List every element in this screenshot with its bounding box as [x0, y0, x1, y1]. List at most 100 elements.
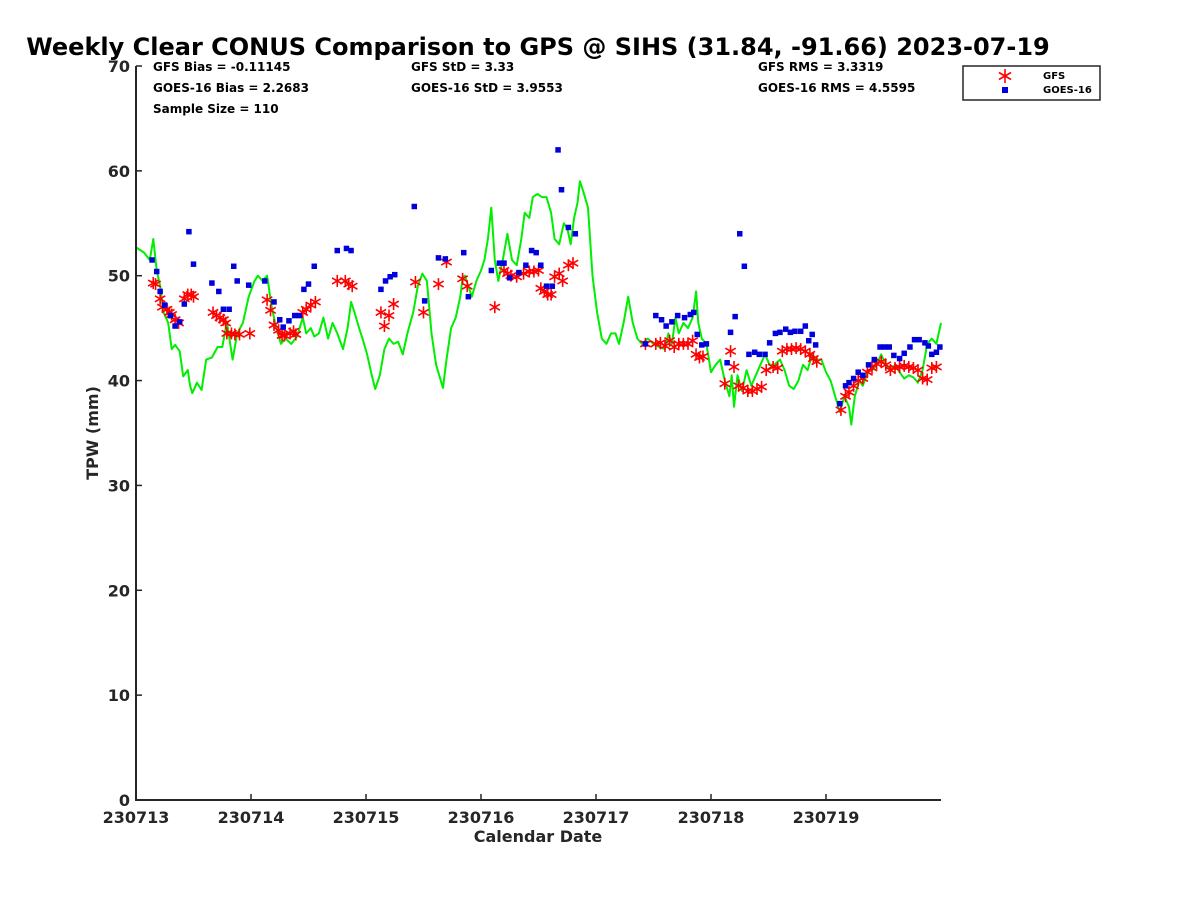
gfs-point	[290, 328, 302, 341]
gfs-point	[309, 295, 321, 308]
goes-point	[925, 343, 932, 349]
gfs-point	[383, 309, 395, 322]
gfs-point	[154, 292, 166, 305]
legend-goes-square	[1002, 87, 1008, 93]
gfs-point	[378, 320, 390, 333]
y-axis-label: TPW (mm)	[83, 386, 102, 480]
goes-point	[296, 312, 303, 319]
goes-point	[860, 372, 866, 379]
goes-point	[543, 283, 550, 289]
goes-point	[766, 340, 773, 346]
goes-point	[865, 362, 872, 368]
goes-point	[378, 286, 384, 293]
goes-point	[234, 278, 240, 284]
goes-point	[461, 249, 467, 256]
goes-point	[558, 186, 565, 193]
gfs-point	[781, 343, 793, 356]
x-tick-label: 230715	[333, 808, 400, 827]
gfs-point	[346, 280, 358, 293]
legend-gfs-asterisk	[998, 69, 1012, 83]
goes-point	[737, 231, 743, 237]
goes-point	[751, 349, 758, 356]
goes-point	[642, 341, 649, 347]
goes-point	[663, 323, 669, 329]
legend: GFS GOES-16	[962, 65, 1101, 101]
goes-point	[703, 341, 710, 347]
goes-point	[809, 331, 815, 338]
goes-point	[190, 261, 197, 267]
goes-point	[549, 283, 556, 289]
goes-point	[555, 147, 561, 153]
goes-marker-layer	[149, 147, 943, 407]
x-tick-label: 230717	[563, 808, 630, 827]
goes-point	[787, 329, 794, 336]
series-line-layer	[135, 180, 942, 426]
y-tick-label: 70	[108, 57, 130, 76]
goes-point	[687, 311, 694, 318]
goes-point	[348, 247, 354, 254]
goes-point	[465, 293, 472, 300]
goes-point	[392, 271, 398, 278]
goes-point	[435, 255, 442, 261]
gfs-point	[687, 334, 699, 347]
goes-point	[806, 337, 812, 344]
sample-size-stat: Sample Size = 110	[153, 102, 279, 116]
goes-std-stat: GOES-16 StD = 3.9553	[411, 81, 563, 95]
goes-point	[216, 288, 222, 295]
gfs-point	[724, 345, 737, 358]
goes-point	[929, 351, 935, 358]
gfs-point	[229, 328, 241, 341]
gfs-point	[659, 339, 671, 352]
legend-goes-label: GOES-16	[1043, 85, 1092, 96]
gfs-rms-stat: GFS RMS = 3.3319	[758, 60, 883, 74]
x-axis-ticks: 230713 230714 230715 230716 230717 230718 2307…	[103, 794, 860, 827]
goes-point	[886, 344, 892, 350]
goes-point	[911, 336, 918, 343]
gfs-point	[756, 380, 768, 393]
gfs-point	[261, 293, 273, 306]
goes-point	[245, 282, 252, 288]
goes-point	[334, 247, 340, 254]
goes-point	[186, 228, 192, 235]
goes-point	[653, 312, 659, 319]
goes-point	[792, 328, 798, 335]
y-tick-label: 50	[108, 267, 130, 286]
goes-point	[846, 379, 852, 386]
goes-point	[496, 260, 503, 266]
goes-point	[538, 262, 544, 268]
goes-point	[732, 313, 738, 320]
goes-point	[896, 355, 903, 362]
goes-point	[149, 257, 155, 263]
gfs-point	[388, 298, 400, 311]
goes-point	[850, 375, 857, 382]
gfs-point	[278, 329, 290, 342]
goes-point	[694, 331, 700, 338]
goes-point	[291, 312, 298, 319]
goes-point	[777, 329, 783, 336]
gfs-point	[811, 355, 823, 368]
gfs-point	[719, 377, 731, 390]
goes-point	[280, 324, 286, 330]
goes-point	[442, 256, 449, 262]
goes-point	[802, 323, 809, 329]
gfs-point	[244, 327, 256, 340]
gfs-point	[268, 318, 280, 331]
gfs-point	[375, 306, 387, 319]
gps-tpw-line	[135, 180, 942, 426]
goes-point	[907, 344, 913, 350]
gfs-point	[567, 257, 579, 270]
goes-point	[162, 302, 168, 308]
goes-point	[167, 312, 174, 319]
goes-point	[855, 369, 861, 375]
gfs-point	[149, 278, 162, 291]
goes-point	[669, 319, 675, 325]
goes-point	[271, 299, 277, 305]
gfs-point	[921, 373, 933, 386]
gfs-point	[461, 280, 473, 293]
gfs-point	[673, 337, 685, 350]
goes-point	[382, 278, 389, 284]
x-tick-label: 230714	[218, 808, 285, 827]
x-tick-label: 230719	[793, 808, 860, 827]
gfs-point	[264, 304, 277, 317]
goes-point	[937, 344, 943, 350]
